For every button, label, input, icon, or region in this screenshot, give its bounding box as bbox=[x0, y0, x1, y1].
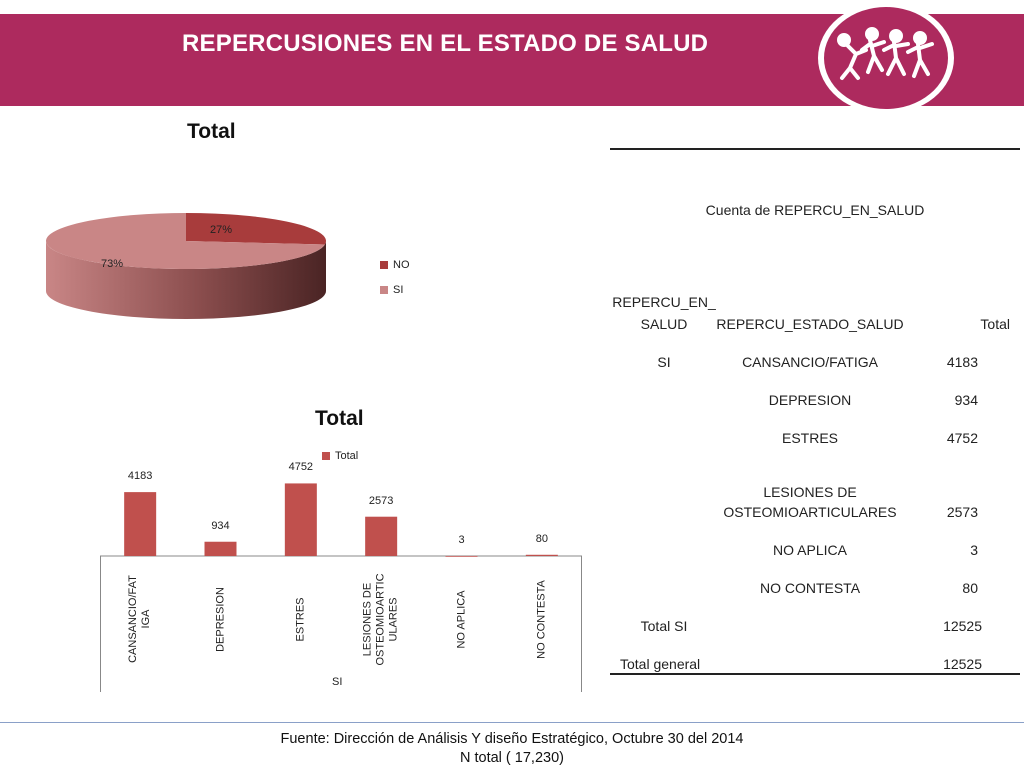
bar-chart-title: Total bbox=[315, 407, 364, 430]
bar-x-tick-label: LESIONES DE OSTEOMIOARTIC ULARES bbox=[361, 572, 400, 666]
pivot-row-label-line1: LESIONES DE bbox=[763, 484, 857, 500]
bar-data-label: 934 bbox=[211, 519, 230, 532]
bar bbox=[124, 492, 157, 556]
bar-legend-label: Total bbox=[335, 450, 359, 462]
pivot-group-si: SI bbox=[657, 354, 671, 370]
pivot-subtotal-value: 12525 bbox=[943, 618, 982, 634]
pivot-subtotal-label: Total SI bbox=[640, 618, 688, 634]
pivot-grand-value: 12525 bbox=[943, 656, 982, 672]
pie-legend-swatch-si bbox=[380, 286, 388, 294]
pivot-row-label: NO CONTESTA bbox=[759, 580, 861, 596]
bar-group-label: SI bbox=[332, 676, 343, 688]
pivot-row-value: 2573 bbox=[946, 504, 978, 520]
pivot-grand-label: Total general bbox=[620, 656, 701, 672]
bar-x-tick-label: ESTRES bbox=[294, 597, 307, 642]
bar bbox=[445, 555, 478, 557]
pie-legend-no: NO bbox=[380, 259, 410, 271]
pivot-row-value: 934 bbox=[954, 392, 978, 408]
pie-legend-label-no: NO bbox=[393, 259, 410, 271]
page-title: REPERCUSIONES EN EL ESTADO DE SALUD bbox=[182, 30, 709, 57]
bar bbox=[365, 516, 398, 556]
bar-data-label: 3 bbox=[458, 533, 465, 546]
pie-slice-no bbox=[186, 213, 326, 245]
pivot-row-label-line2: OSTEOMIOARTICULARES bbox=[723, 504, 897, 520]
bar bbox=[204, 541, 237, 556]
bar-data-label: 4752 bbox=[288, 461, 314, 474]
pie-slice-si bbox=[46, 213, 325, 269]
pie-chart bbox=[46, 213, 326, 319]
pivot-row-value: 4752 bbox=[946, 430, 978, 446]
bar-x-tick-label: NO APLICA bbox=[455, 589, 467, 649]
bar-x-tick-label: DEPRESION bbox=[214, 586, 226, 652]
pivot-heading: Cuenta de REPERCU_EN_SALUD bbox=[705, 202, 925, 218]
pivot-bottom-rule bbox=[610, 673, 1020, 675]
pivot-col2-header: REPERCU_ESTADO_SALUD bbox=[716, 316, 904, 332]
footer: Fuente: Dirección de Análisis Y diseño E… bbox=[0, 722, 1024, 769]
bar-chart bbox=[100, 483, 582, 692]
pivot-row-label: ESTRES bbox=[781, 430, 838, 446]
pie-legend-label-si: SI bbox=[393, 284, 404, 296]
bar-data-label: 4183 bbox=[127, 470, 153, 483]
bar bbox=[525, 554, 558, 556]
pivot-row-label: NO APLICA bbox=[773, 542, 847, 558]
pivot-col3-header: Total bbox=[980, 316, 1010, 332]
pie-label-si: 73% bbox=[101, 258, 124, 270]
pie-chart-title: Total bbox=[187, 120, 236, 143]
pie-label-no: 27% bbox=[210, 224, 233, 236]
bar-x-tick-label: CANSANCIO/FAT IGA bbox=[127, 575, 153, 663]
pivot-row-value: 3 bbox=[970, 542, 978, 558]
bar-data-label: 2573 bbox=[368, 494, 394, 507]
pivot-row-label: CANSANCIO/FATIGA bbox=[742, 354, 878, 370]
footer-ntotal: N total ( 17,230) bbox=[460, 750, 564, 766]
pivot-row-value: 80 bbox=[962, 580, 978, 596]
footer-source: Fuente: Dirección de Análisis Y diseño E… bbox=[280, 731, 744, 747]
bar bbox=[284, 483, 317, 556]
pie-side-wall bbox=[46, 241, 326, 319]
bar-x-tick-label: NO CONTESTA bbox=[535, 579, 548, 659]
pivot-top-rule bbox=[610, 148, 1020, 150]
bar-legend: Total bbox=[322, 450, 358, 462]
pie-legend-swatch-no bbox=[380, 261, 388, 269]
pivot-table: Cuenta de REPERCU_EN_SALUD REPERCU_EN_ S… bbox=[610, 148, 1020, 678]
pivot-row-label: DEPRESION bbox=[768, 392, 852, 408]
logo bbox=[824, 7, 948, 109]
bar-legend-swatch bbox=[322, 452, 330, 460]
pivot-col1-header-line1: REPERCU_EN_ bbox=[612, 294, 716, 310]
bar-data-label: 80 bbox=[535, 532, 548, 545]
pivot-col1-header-line2: SALUD bbox=[640, 316, 688, 332]
pivot-row-value: 4183 bbox=[946, 354, 978, 370]
pie-legend-si: SI bbox=[380, 284, 403, 296]
running-people-logo-icon bbox=[837, 27, 934, 80]
